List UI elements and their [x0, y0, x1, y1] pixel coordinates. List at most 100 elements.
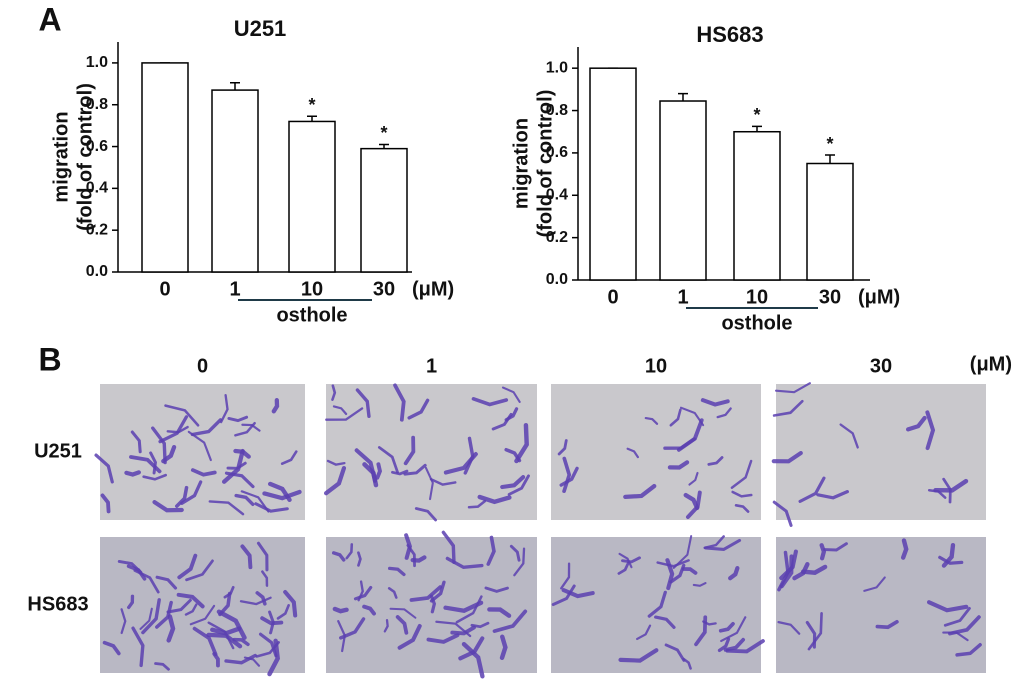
cell [492, 609, 528, 633]
cell [692, 582, 707, 587]
cell [704, 538, 742, 552]
cell [731, 490, 753, 498]
error-bar [752, 125, 762, 132]
cell [875, 619, 899, 630]
micrograph [323, 383, 537, 522]
cell [694, 615, 708, 647]
cell [471, 397, 509, 407]
cell [445, 556, 484, 570]
cell [354, 448, 378, 483]
cell [771, 451, 803, 464]
cell [477, 494, 512, 505]
x-tick-label: 30 [373, 278, 395, 300]
cell [728, 566, 740, 581]
cell [948, 615, 981, 636]
cell [243, 656, 261, 667]
cell [189, 604, 216, 626]
cell [933, 478, 969, 493]
y-tick-label: 0.4 [546, 186, 568, 203]
cell [395, 615, 409, 635]
cell [725, 639, 765, 654]
column-label: 1 [426, 355, 437, 377]
cell [955, 643, 982, 657]
cell [654, 615, 676, 629]
cell [130, 430, 142, 454]
y-tick-label: 0.2 [86, 221, 108, 238]
cell [618, 648, 659, 663]
error-bar [678, 92, 688, 102]
cell [730, 459, 753, 489]
cell [387, 566, 406, 577]
cell [707, 456, 724, 466]
cell [461, 641, 485, 679]
x-tick-label: 1 [677, 286, 688, 308]
cell [900, 538, 909, 560]
cell [357, 551, 362, 567]
micrograph-bg [776, 537, 986, 673]
x-unit: (μM) [412, 278, 454, 300]
cell [501, 386, 521, 404]
cell [486, 535, 496, 566]
cell [332, 606, 349, 614]
cell [669, 408, 682, 427]
cell [100, 493, 111, 514]
cell [124, 470, 141, 477]
cell [426, 633, 460, 644]
cell [190, 468, 217, 477]
cell [393, 383, 406, 422]
micrograph [551, 535, 765, 673]
cell [190, 418, 223, 437]
cell [232, 637, 250, 647]
cell [403, 435, 416, 466]
cell [807, 611, 823, 651]
x-tick-label: 10 [746, 286, 768, 308]
y-tick-label: 1.0 [86, 54, 108, 71]
cell [139, 607, 153, 630]
cell [151, 426, 167, 465]
cell [716, 407, 732, 419]
cell [720, 616, 747, 643]
y-tick-label: 0.8 [86, 96, 108, 113]
cell [774, 382, 811, 394]
cell [772, 500, 793, 527]
cell [283, 589, 298, 618]
cell [280, 450, 298, 465]
cell [212, 651, 220, 668]
cell [938, 555, 964, 565]
cell [154, 662, 170, 671]
cell [267, 638, 280, 677]
y-axis-label: migration [50, 111, 72, 202]
cell [94, 453, 114, 484]
y-tick-label: 0.6 [86, 138, 108, 155]
cell [703, 535, 725, 550]
cell [403, 463, 427, 476]
cell [509, 544, 521, 562]
cell [816, 490, 849, 500]
cell [129, 455, 162, 474]
cell [491, 412, 513, 431]
y-tick-label: 0.8 [546, 102, 568, 119]
x-tick-label: 0 [607, 286, 618, 308]
cell [149, 451, 157, 475]
cell [676, 418, 704, 452]
cell [800, 564, 828, 576]
cell [131, 626, 145, 668]
row-label: U251 [34, 440, 82, 462]
micrograph [551, 384, 761, 520]
cell [777, 621, 801, 635]
bar [589, 67, 637, 281]
x-axis-label: osthole [721, 312, 792, 334]
error-bar [307, 115, 317, 122]
cell [664, 643, 686, 662]
cell [254, 502, 289, 513]
cell [409, 585, 443, 602]
cell [718, 621, 735, 633]
cell [331, 384, 337, 401]
cell [734, 503, 750, 513]
chart-title: U251 [234, 16, 287, 41]
cell [355, 388, 371, 419]
error-bar [230, 82, 240, 91]
bar [141, 62, 189, 273]
cell [397, 623, 422, 650]
cell [723, 637, 746, 652]
